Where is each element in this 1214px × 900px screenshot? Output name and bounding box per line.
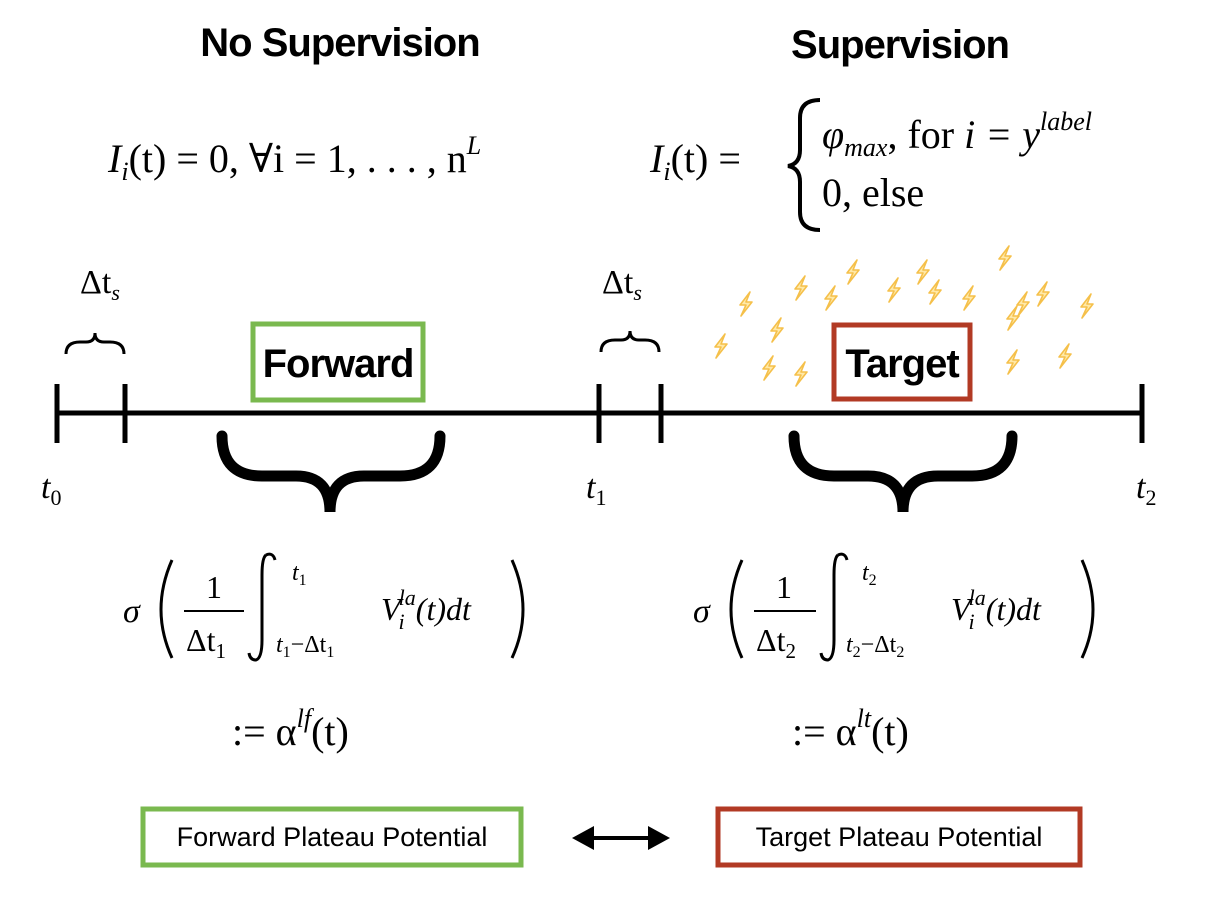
lightning-bolt-icon [1058,343,1072,369]
formula-forward: σ 1 Δt1 t1 t1−Δt1 Vila(t)dt := αlf(t) [123,552,525,754]
label-t1: t1 [586,469,606,510]
delta-ts-right-sub: s [633,280,642,305]
lightning-bolt-icon [824,285,838,311]
lightning-bolt-icon [1036,281,1050,307]
eq-left-sup: L [466,131,481,160]
label-t0: t0 [41,469,61,510]
def-right: := αlt(t) [792,704,909,754]
lightning-bolt-icon [739,291,753,317]
lightning-bolt-icon [962,285,976,311]
lightning-bolts [714,245,1094,387]
lower-limit-left: t1−Δt1 [276,632,334,661]
forward-plateau-label: Forward Plateau Potential [177,822,488,852]
lightning-bolt-icon [916,259,930,285]
case1-var: i = y [964,112,1040,157]
def-left: := αlf(t) [232,704,349,754]
target-box-label: Target [845,342,959,386]
formula-target: σ 1 Δt2 t2 t2−Δt2 Vila(t)dt := αlt(t) [693,552,1095,754]
lightning-bolt-icon [1016,291,1030,317]
target-plateau-label: Target Plateau Potential [756,822,1043,852]
lightning-bolt-icon [928,279,942,305]
eq-left-sub: i [121,157,128,186]
integrand-left: Vila(t)dt [381,585,472,634]
eq-left-arg: (t) = 0, ∀i = 1, . . . , n [129,136,467,181]
label-t2: t2 [1136,469,1156,510]
heading-no-supervision: No Supervision [200,21,479,65]
frac-den-left: Δt1 [186,622,226,663]
upper-limit-left: t1 [292,560,307,589]
frac-num-left: 1 [206,569,222,605]
lightning-bolt-icon [714,333,728,359]
equation-no-supervision: Ii(t) = 0, ∀i = 1, . . . , nL [107,131,481,186]
forward-box-label: Forward [263,342,414,386]
lightning-bolt-icon [1006,305,1020,331]
eq-right-sub: i [663,157,670,186]
sigma-right: σ [693,593,711,630]
cases-brace [787,98,821,232]
paren-close-right [1080,559,1095,659]
forward-plateau-box [140,806,524,868]
sigma-left: σ [123,593,141,630]
case1-sup: label [1040,107,1092,136]
svg-text:Ii(t) =: Ii(t) = [649,136,741,186]
lightning-bolt-icon [1006,349,1020,375]
forward-box [250,321,426,403]
delta-ts-right-main: Δt [602,264,634,301]
big-brace-right [788,430,1018,513]
paren-close-left [510,559,525,659]
case1-symbol: φ [822,112,844,157]
delta-ts-left-main: Δt [80,264,112,301]
double-headed-arrow-icon [572,826,670,850]
frac-den-right: Δt2 [756,622,796,663]
lightning-bolt-icon [887,277,901,303]
lightning-bolt-icon [762,355,776,381]
lightning-bolt-icon [794,275,808,301]
delta-ts-left: Δts [80,264,120,305]
lightning-bolt-icon [846,259,860,285]
case1-sub: max [844,133,888,162]
target-box [831,322,973,402]
delta-ts-right: Δts [602,264,642,305]
big-brace-left [216,430,446,513]
case1-text: , for [887,112,964,157]
integral-left [247,552,277,662]
eq-right-arg: (t) = [671,136,741,181]
small-brace-left [64,332,126,355]
paren-open-right [729,559,744,659]
integral-right [819,552,849,662]
lightning-bolt-icon [1080,293,1094,319]
frac-num-right: 1 [776,569,792,605]
heading-supervision: Supervision [791,23,1009,67]
lightning-bolt-icon [770,317,784,343]
lightning-bolt-icon [794,361,808,387]
eq-left-lhs: I [107,136,123,181]
target-plateau-box [715,806,1083,868]
lightning-bolt-icon [998,245,1012,271]
small-brace-right [599,330,661,353]
equation-supervision: Ii(t) = φmax, for i = ylabel 0, else [649,98,1092,232]
delta-ts-left-sub: s [111,280,120,305]
svg-text:φmax, for i = ylabel: φmax, for i = ylabel [822,107,1092,162]
integrand-right: Vila(t)dt [951,585,1042,634]
upper-limit-right: t2 [862,560,877,589]
svg-text:Ii(t) = 0, ∀i = 1, . . . , nL: Ii(t) = 0, ∀i = 1, . . . , nL [107,131,481,186]
case2-text: 0, else [822,170,924,215]
lower-limit-right: t2−Δt2 [846,632,904,661]
paren-open-left [159,559,174,659]
eq-right-lhs: I [649,136,665,181]
